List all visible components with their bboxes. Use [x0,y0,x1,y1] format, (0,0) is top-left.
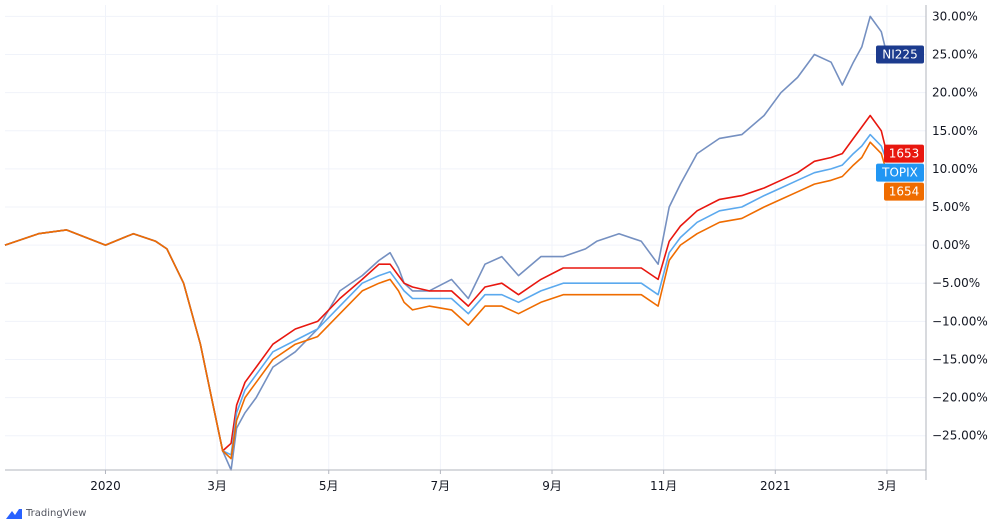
last-value-tag-text: TOPIX [881,166,918,180]
y-tick-label: 10.00% [932,162,978,176]
y-tick-label: 20.00% [932,86,978,100]
last-value-tag-bg [884,182,924,201]
x-tick-label: 7月 [431,479,451,493]
y-axis-ticks: 30.00% 25.00% 20.00% 15.00% 10.00% 5.00% 0.00%… [932,9,988,442]
y-tick-label: 5.00% [932,200,970,214]
x-tick-label: 3月 [207,479,227,493]
series-line-1654 [4,141,888,460]
tradingview-logo[interactable]: TradingView [6,508,86,519]
y-tick-label: 0.00% [932,238,970,252]
series-lines [4,15,888,471]
x-tick-label: 9月 [542,479,562,493]
last-value-tag-bg [876,45,924,64]
last-value-tag-1654: 1654 [884,182,924,201]
tradingview-icon [6,508,22,519]
last-value-tag-text: 1653 [889,147,920,161]
last-value-tag-ni225: NI225 [876,45,924,64]
last-value-tag-1653: 1653 [884,144,924,163]
last-value-tag-text: 1654 [889,185,920,199]
last-value-tag-bg [884,144,924,163]
x-tick-label: 2020 [90,479,121,493]
y-tick-label: −15.00% [932,352,988,366]
y-tick-label: −20.00% [932,391,988,405]
tradingview-label: TradingView [26,508,87,519]
series-line-ni225 [4,15,888,471]
y-tick-label: −5.00% [932,276,980,290]
y-tick-label: 30.00% [932,9,978,23]
x-tick-label: 2021 [760,479,791,493]
last-value-tag-topix: TOPIX [876,163,924,182]
y-tick-label: 25.00% [932,48,978,62]
x-tick-label: 5月 [319,479,339,493]
series-last-value-labels: NI225 1653 TOPIX 1654 [876,45,924,201]
x-axis-ticks: 2020 3月 5月 7月 9月 11月 2021 3月 [90,470,897,493]
y-tick-label: 15.00% [932,124,978,138]
y-tick-label: −25.00% [932,429,988,443]
x-tick-label: 3月 [877,479,897,493]
y-tick-label: −10.00% [932,314,988,328]
x-tick-label: 11月 [650,479,677,493]
last-value-tag-bg [876,163,924,182]
series-line-topix [4,133,888,456]
last-value-tag-text: NI225 [882,48,917,62]
